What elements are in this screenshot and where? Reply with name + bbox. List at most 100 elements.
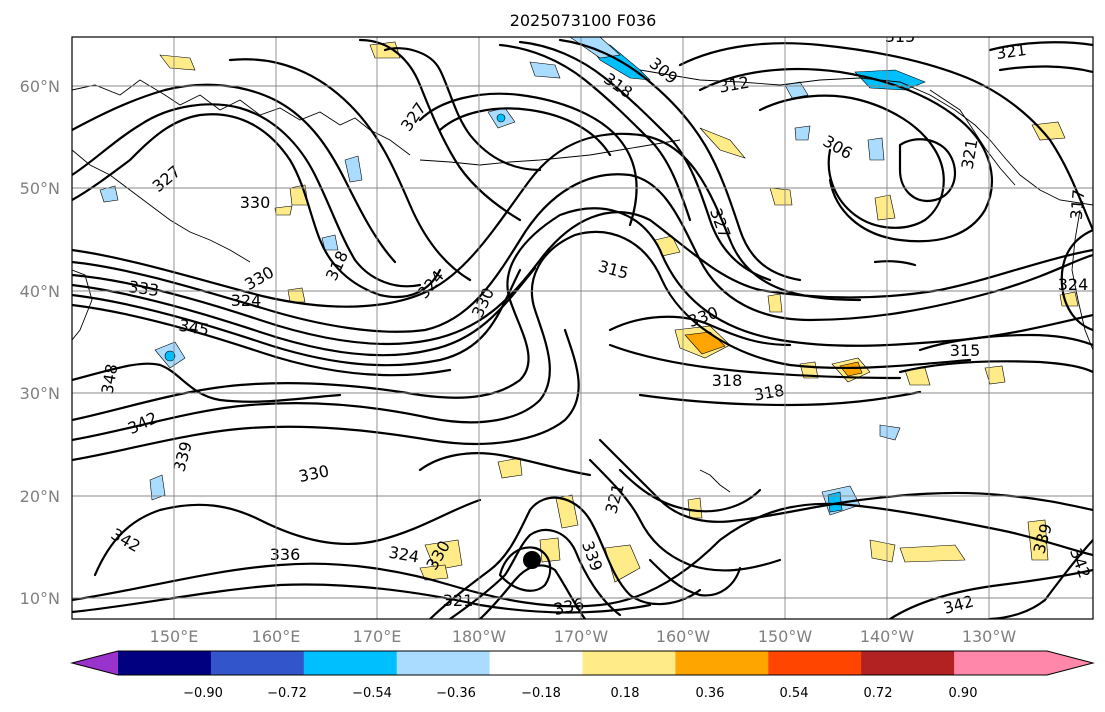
contour-line xyxy=(72,328,580,462)
shade-patch-yellow xyxy=(159,54,196,71)
latitude-labels: 60°N 50°N 40°N 30°N 20°N 10°N xyxy=(20,77,60,608)
shade-patch-yellow xyxy=(984,365,1006,385)
contour-label: 324 xyxy=(231,291,262,310)
shade-patch-blue xyxy=(149,474,166,501)
contour-line xyxy=(93,498,482,577)
lon-label: 160°E xyxy=(252,627,301,646)
coastline-alaska xyxy=(639,69,1093,206)
contour-label: 315 xyxy=(950,341,981,360)
contour-label: 330 xyxy=(240,193,271,212)
shade-patch-yellow xyxy=(287,287,306,303)
colorbar-extend-low xyxy=(72,651,118,675)
contour-label: 336 xyxy=(270,545,301,564)
contour-line xyxy=(72,303,452,377)
contour-line xyxy=(758,94,945,229)
coastline-japan xyxy=(72,269,93,341)
map-panel: 315 318 321 327 309 312 306 327 315 330 … xyxy=(72,27,1093,619)
shade-patch-yellow xyxy=(874,194,896,221)
contour-line xyxy=(648,558,742,597)
figure-title: 2025073100 F036 xyxy=(510,11,657,30)
contour-line xyxy=(358,38,522,222)
contour-line xyxy=(448,528,622,619)
colorbar-tick-label: −0.90 xyxy=(183,686,223,701)
colorbar-segment xyxy=(396,651,491,675)
contour-layer xyxy=(72,38,1093,619)
shade-patch-yellow xyxy=(424,539,463,571)
shade-patch-yellow xyxy=(899,544,966,563)
lat-label: 50°N xyxy=(20,179,60,198)
shade-patch-yellow xyxy=(687,497,703,519)
colorbar-segment xyxy=(489,651,583,675)
contour-line xyxy=(698,67,993,243)
colorbar-outline xyxy=(70,650,1095,676)
contour-line xyxy=(72,103,422,288)
contour-line xyxy=(72,268,522,367)
contour-line xyxy=(72,266,537,357)
shade-patch-blue xyxy=(827,491,843,513)
shade-patch-yellow xyxy=(1031,121,1066,141)
shade-patch-yellow xyxy=(769,187,793,206)
contour-line xyxy=(598,438,1093,523)
colorbar-segment xyxy=(582,651,676,675)
lon-label: 130°W xyxy=(962,627,1017,646)
lon-label: 180°W xyxy=(452,627,507,646)
shade-patch-blue xyxy=(569,37,621,59)
contour-label: 315 xyxy=(885,27,916,46)
contour-line xyxy=(72,173,1093,333)
shade-patch-yellow xyxy=(419,564,449,581)
shade-patch-yellow xyxy=(539,537,561,563)
lon-label: 160°W xyxy=(656,627,711,646)
contour-line xyxy=(428,496,702,619)
contour-line xyxy=(498,43,692,222)
shade-patch-blue xyxy=(321,234,339,251)
lat-label: 60°N xyxy=(20,77,60,96)
shade-patch-yellow xyxy=(767,293,783,313)
contour-line xyxy=(72,502,1093,608)
contour-line xyxy=(383,47,542,172)
contour-line xyxy=(638,390,922,407)
shade-patch-blue xyxy=(794,125,811,141)
contour-line xyxy=(608,315,792,347)
lon-label: 170°E xyxy=(353,627,402,646)
lon-label: 140°W xyxy=(860,627,915,646)
colorbar-tick-label: −0.54 xyxy=(352,686,392,701)
coastline-asia xyxy=(72,79,411,156)
colorbar-tick-label: 0.72 xyxy=(864,686,893,701)
contour-line xyxy=(988,41,1093,52)
colorbar-segment xyxy=(768,651,862,675)
contour-line xyxy=(998,65,1093,74)
graticule xyxy=(72,37,1093,619)
contour-line xyxy=(72,132,862,308)
colorbar-segment xyxy=(118,651,212,675)
colorbar-segment xyxy=(861,651,955,675)
contour-label: 321 xyxy=(995,40,1028,63)
coastline-kamchatka xyxy=(72,149,251,263)
colorbar-segment xyxy=(210,651,305,675)
longitude-labels: 150°E 160°E 170°E 180°W 170°W 160°W 150°… xyxy=(150,627,1017,646)
contour-line xyxy=(898,360,1093,374)
colorbar-tick-label: −0.36 xyxy=(436,686,476,701)
contour-line xyxy=(72,113,442,299)
contour-line xyxy=(588,458,782,572)
shade-patch-blue xyxy=(99,185,119,203)
contour-line xyxy=(418,452,592,477)
colorbar-tick-label: −0.72 xyxy=(267,686,307,701)
contour-line xyxy=(228,58,472,282)
lat-label: 30°N xyxy=(20,384,60,403)
shade-patch-blue xyxy=(164,350,176,362)
shade-patch-blue xyxy=(879,424,901,441)
tropical-cyclone-marker xyxy=(523,551,541,569)
colorbar-segments xyxy=(72,651,1093,675)
contour-line xyxy=(988,538,1093,619)
contour-label: 333 xyxy=(127,277,160,300)
contour-label: 321 xyxy=(443,591,474,610)
contour-line xyxy=(898,138,957,203)
contour-line xyxy=(873,260,917,267)
map-frame xyxy=(71,36,1094,620)
lon-label: 150°W xyxy=(758,627,813,646)
contour-line xyxy=(498,546,552,592)
colorbar-tick-label: 0.90 xyxy=(949,686,978,701)
lat-label: 10°N xyxy=(20,589,60,608)
colorbar-tick-label: 0.36 xyxy=(696,686,725,701)
